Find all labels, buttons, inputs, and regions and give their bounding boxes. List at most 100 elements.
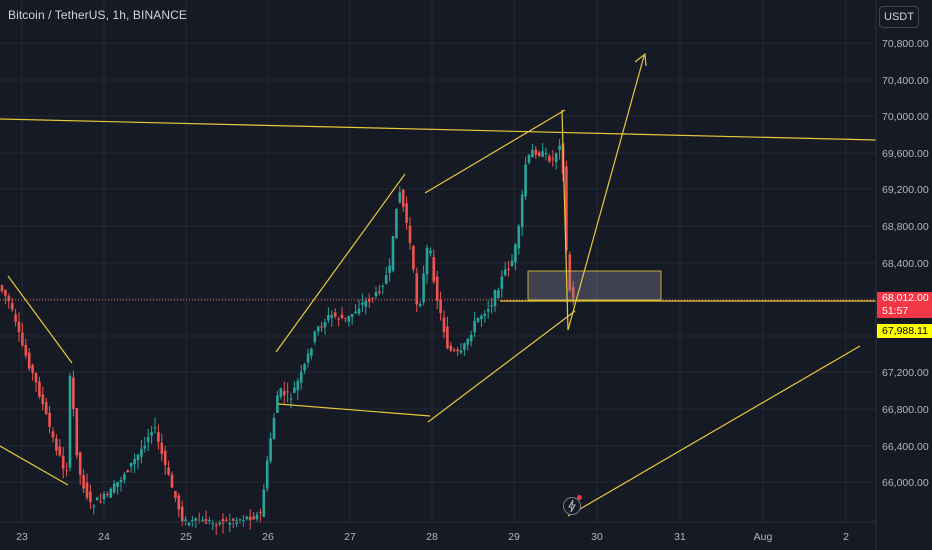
candle-body (221, 519, 225, 524)
candle-body (133, 458, 136, 464)
candle-body (344, 317, 347, 319)
time-label: 25 (180, 531, 192, 543)
price-label: 68,400.00 (882, 258, 929, 270)
candle-body (408, 225, 412, 243)
candle-body (272, 418, 276, 439)
price-label: 69,200.00 (882, 184, 929, 196)
candle-body (473, 320, 476, 333)
candle-body (452, 349, 456, 351)
candle-body (554, 153, 558, 163)
candle-body (316, 326, 320, 332)
time-label: 23 (16, 531, 28, 543)
candle-body (51, 431, 55, 438)
candle-body (289, 398, 293, 400)
lightning-icon[interactable] (563, 495, 582, 515)
candle-body (398, 192, 402, 203)
candle-body (299, 371, 303, 383)
time-label: 30 (591, 531, 603, 543)
candle-body (378, 291, 381, 293)
candle-body (167, 467, 170, 475)
candle-body (429, 250, 432, 254)
countdown-timer: 51:57 (882, 305, 909, 317)
candle-body (405, 203, 408, 223)
candle-body (330, 314, 334, 318)
candle-body (490, 304, 493, 307)
candle-body (439, 299, 442, 314)
candle-body (245, 516, 249, 520)
candle-body (180, 506, 184, 522)
candle-body (89, 491, 92, 503)
candle-body (109, 488, 113, 498)
candle-body (34, 372, 38, 383)
candle-body (48, 412, 51, 427)
candle-body (92, 506, 96, 508)
candle-body (469, 334, 473, 342)
candle-body (371, 298, 374, 300)
candle-body (184, 519, 187, 522)
candle-body (119, 479, 123, 483)
candle-body (548, 155, 551, 162)
candle-body (143, 445, 147, 449)
candle-body (72, 377, 75, 410)
candle-body (58, 446, 62, 456)
wedge-lower-1 (277, 403, 431, 417)
price-label: 67,200.00 (882, 367, 929, 379)
candle-body (201, 519, 204, 522)
candle-body (412, 246, 415, 270)
price-label: 66,400.00 (882, 441, 929, 453)
candle-body (123, 474, 126, 480)
candle-body (126, 470, 130, 473)
candle-body (364, 300, 368, 307)
candle-body (446, 326, 449, 349)
candle-body (327, 315, 330, 321)
candle-body (27, 352, 31, 369)
current-price-tag: 68,012.00 51:57 (877, 292, 932, 318)
price-label: 70,400.00 (882, 75, 929, 87)
candle-body (269, 438, 272, 462)
price-axis[interactable]: 70,800.00 70,400.00 70,000.00 69,600.00 … (875, 0, 929, 550)
price-label: 70,800.00 (882, 38, 929, 50)
candle-body (85, 482, 89, 498)
price-label: 66,000.00 (882, 477, 929, 489)
candle-body (483, 313, 487, 317)
candle-body (211, 521, 215, 524)
time-axis[interactable]: 23 24 25 26 27 28 29 30 31 Aug 2 (0, 521, 876, 543)
candle-body (449, 345, 453, 351)
candle-body (99, 501, 102, 503)
currency-button[interactable]: USDT (879, 6, 919, 28)
candle-body (486, 309, 490, 312)
candles (0, 139, 575, 536)
candle-body (265, 460, 269, 489)
candle-body (106, 493, 109, 495)
candle-body (381, 286, 385, 288)
candle-body (500, 276, 504, 289)
candle-body (95, 497, 99, 501)
candle-body (238, 519, 242, 521)
candle-body (225, 520, 228, 522)
arrow-head (634, 52, 647, 67)
candle-body (218, 521, 221, 525)
candle-body (476, 318, 480, 322)
candle-body (459, 350, 463, 353)
candle-body (306, 353, 310, 363)
trendline-lower-left (0, 445, 69, 486)
candle-body (228, 521, 232, 525)
trendline-resistance (0, 118, 877, 141)
candle-body (514, 244, 517, 263)
candle-body (463, 343, 466, 351)
candle-body (102, 493, 106, 500)
candle-body (129, 462, 133, 467)
candle-body (531, 149, 534, 158)
candle-body (432, 257, 436, 282)
candle-body (38, 381, 41, 397)
candle-body (374, 291, 378, 297)
candle-body (150, 432, 153, 436)
time-label: 27 (344, 531, 356, 543)
candle-body (395, 208, 398, 239)
time-label: 31 (674, 531, 686, 543)
candle-body (0, 285, 4, 292)
candle-body (350, 314, 354, 317)
candle-body (208, 520, 211, 523)
candle-body (65, 470, 68, 472)
